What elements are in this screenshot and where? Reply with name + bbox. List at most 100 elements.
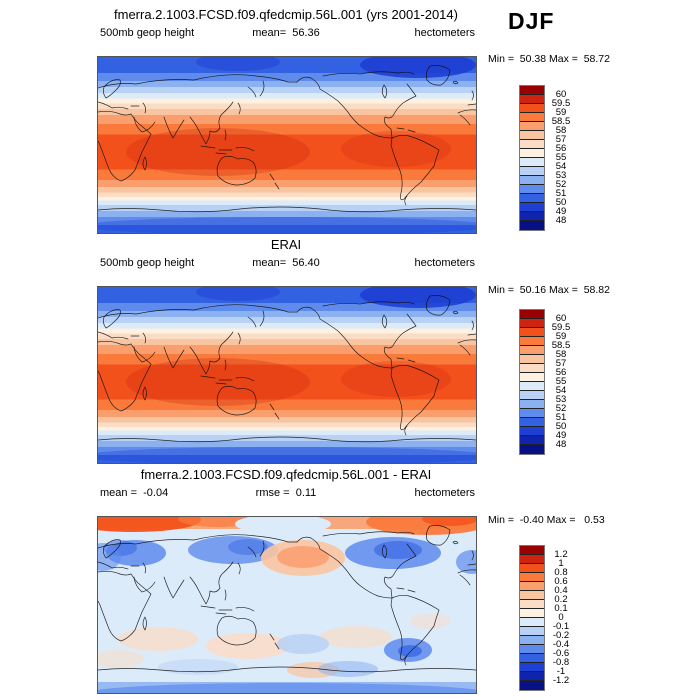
colorbar-tick-label: 59 bbox=[555, 331, 567, 342]
world-map bbox=[97, 516, 477, 694]
colorbar-tick-label: 1 bbox=[558, 558, 564, 569]
colorbar-cell bbox=[520, 310, 544, 319]
colorbar bbox=[519, 309, 545, 455]
colorbar-tick-label: -1 bbox=[556, 666, 566, 677]
colorbar-cell bbox=[520, 140, 544, 149]
colorbar-tick-label: 51 bbox=[555, 188, 567, 199]
colorbar-cell bbox=[520, 436, 544, 445]
colorbar-tick-label: 60 bbox=[555, 89, 567, 100]
colorbar-cell bbox=[520, 122, 544, 131]
colorbar-tick-label: -0.8 bbox=[552, 657, 570, 668]
mean-label: mean = -0.04 bbox=[100, 487, 169, 499]
colorbar-cell bbox=[520, 600, 544, 609]
colorbar-cell bbox=[520, 627, 544, 636]
colorbar-cell bbox=[520, 149, 544, 158]
colorbar-cell bbox=[520, 445, 544, 454]
colorbar-cell bbox=[520, 564, 544, 573]
colorbar-tick-label: 0.2 bbox=[554, 594, 568, 605]
colorbar-cell bbox=[520, 391, 544, 400]
colorbar-tick-label: 0.6 bbox=[554, 576, 568, 587]
colorbar-tick-label: 54 bbox=[555, 161, 567, 172]
colorbar-cell bbox=[520, 185, 544, 194]
panel-title: fmerra.2.1003.FCSD.f09.qfedcmip.56L.001 … bbox=[140, 467, 432, 482]
units-label: hectometers bbox=[414, 487, 475, 499]
colorbar-cell bbox=[520, 546, 544, 555]
colorbar-cell bbox=[520, 555, 544, 564]
colorbar-cell bbox=[520, 328, 544, 337]
minmax-label: Min = -0.40 Max = 0.53 bbox=[488, 514, 605, 526]
colorbar-cell bbox=[520, 113, 544, 122]
colorbar-tick-label: 56 bbox=[555, 367, 567, 378]
colorbar-cell bbox=[520, 672, 544, 681]
field-label: 500mb geop height bbox=[100, 27, 195, 39]
colorbar-cell bbox=[520, 158, 544, 167]
colorbar-tick-label: 59.5 bbox=[551, 98, 571, 109]
colorbar-cell bbox=[520, 636, 544, 645]
colorbar-tick-label: 58.5 bbox=[551, 340, 571, 351]
colorbar-tick-label: 59 bbox=[555, 107, 567, 118]
colorbar-tick-label: 57 bbox=[555, 358, 567, 369]
panel-title: fmerra.2.1003.FCSD.f09.qfedcmip.56L.001 … bbox=[114, 7, 458, 22]
colorbar-tick-label: 52 bbox=[555, 179, 567, 190]
colorbar-cell bbox=[520, 409, 544, 418]
colorbar-cell bbox=[520, 337, 544, 346]
colorbar-tick-label: 58.5 bbox=[551, 116, 571, 127]
colorbar-cell bbox=[520, 86, 544, 95]
colorbar-cell bbox=[520, 167, 544, 176]
colorbar-tick-label: 52 bbox=[555, 403, 567, 414]
panel-diff: fmerra.2.1003.FCSD.f09.qfedcmip.56L.001 … bbox=[0, 460, 700, 694]
stat-row: mean = -0.04 rmse = 0.11 hectometers bbox=[97, 487, 475, 501]
colorbar-tick-label: 50 bbox=[555, 197, 567, 208]
colorbar-tick-label: 56 bbox=[555, 143, 567, 154]
colorbar-cell bbox=[520, 364, 544, 373]
colorbar-cell bbox=[520, 618, 544, 627]
units-label: hectometers bbox=[414, 257, 475, 269]
mean-label: mean= 56.36 bbox=[252, 27, 320, 39]
colorbar-cell bbox=[520, 131, 544, 140]
colorbar-tick-label: 57 bbox=[555, 134, 567, 145]
colorbar-cell bbox=[520, 400, 544, 409]
panel-title: ERAI bbox=[270, 237, 302, 252]
colorbar-tick-label: -0.2 bbox=[552, 630, 570, 641]
colorbar bbox=[519, 545, 545, 691]
colorbar-cell bbox=[520, 591, 544, 600]
colorbar-cell bbox=[520, 373, 544, 382]
colorbar-tick-label: -0.6 bbox=[552, 648, 570, 659]
colorbar-cell bbox=[520, 654, 544, 663]
colorbar-tick-label: 53 bbox=[555, 394, 567, 405]
panel-obs: ERAI 500mb geop height mean= 56.40 hecto… bbox=[0, 230, 700, 464]
colorbar-cell bbox=[520, 573, 544, 582]
colorbar-tick-label: 51 bbox=[555, 412, 567, 423]
colorbar-cell bbox=[520, 221, 544, 230]
colorbar-tick-label: 50 bbox=[555, 421, 567, 432]
colorbar-tick-label: 1.2 bbox=[554, 549, 568, 560]
colorbar-tick-label: 0.4 bbox=[554, 585, 568, 596]
colorbar-cell bbox=[520, 319, 544, 328]
colorbar-cell bbox=[520, 95, 544, 104]
colorbar-tick-label: 60 bbox=[555, 313, 567, 324]
colorbar-tick-label: 49 bbox=[555, 430, 567, 441]
colorbar-cell bbox=[520, 609, 544, 618]
colorbar-cell bbox=[520, 418, 544, 427]
panel-model: fmerra.2.1003.FCSD.f09.qfedcmip.56L.001 … bbox=[0, 0, 700, 234]
colorbar-tick-label: 0.1 bbox=[554, 603, 568, 614]
colorbar-cell bbox=[520, 176, 544, 185]
colorbar-tick-label: 58 bbox=[555, 349, 567, 360]
colorbar-tick-label: 53 bbox=[555, 170, 567, 181]
colorbar-tick-label: 58 bbox=[555, 125, 567, 136]
colorbar-tick-label: -0.1 bbox=[552, 621, 570, 632]
colorbar-cell bbox=[520, 212, 544, 221]
stat-row: 500mb geop height mean= 56.36 hectometer… bbox=[97, 27, 475, 41]
colorbar-tick-label: -0.4 bbox=[552, 639, 570, 650]
colorbar-tick-label: 55 bbox=[555, 376, 567, 387]
colorbar-tick-label: 55 bbox=[555, 152, 567, 163]
colorbar-tick-label: 49 bbox=[555, 206, 567, 217]
colorbar-cell bbox=[520, 427, 544, 436]
minmax-label: Min = 50.16 Max = 58.82 bbox=[488, 284, 610, 296]
colorbar-tick-label: -1.2 bbox=[552, 675, 570, 686]
colorbar-tick-label: 48 bbox=[555, 439, 567, 450]
mean-label: mean= 56.40 bbox=[252, 257, 320, 269]
world-map bbox=[97, 286, 477, 464]
colorbar-cell bbox=[520, 346, 544, 355]
